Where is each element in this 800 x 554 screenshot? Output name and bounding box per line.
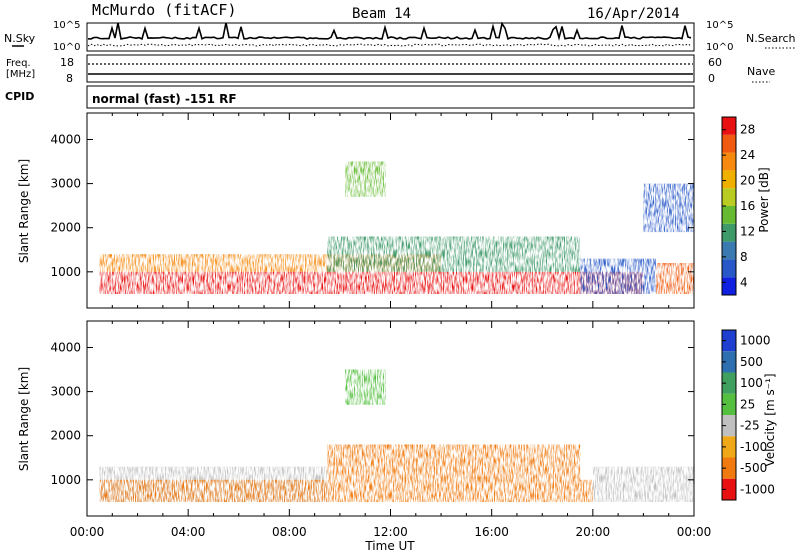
noise-tick-right-2: 10^0 xyxy=(706,42,733,53)
power-colorbar-segment-2 xyxy=(722,259,736,278)
nsearch-label: N.Search xyxy=(746,32,796,45)
velocity-colorbar-segment-8 xyxy=(722,478,736,501)
nave-tick-bottom: 0 xyxy=(708,72,715,85)
velocity-colorbar-frame xyxy=(721,329,737,501)
power-colorbar-segment-3 xyxy=(722,241,736,260)
velocity-cb-label-2: 500 xyxy=(740,355,763,369)
freq-label: Freq. xyxy=(6,58,31,69)
velocity-cb-label-1: 1000 xyxy=(740,334,771,348)
power-heatmap xyxy=(99,161,694,294)
power-cb-label-28: 28 xyxy=(740,123,755,137)
nsky-trace xyxy=(87,21,692,41)
velocity-cb-label-7: -500 xyxy=(740,461,767,475)
power-colorbar-segment-10 xyxy=(722,117,736,135)
velocity-axes: 1000 2000 3000 4000 xyxy=(50,321,695,516)
velocity-colorbar-segment-3 xyxy=(722,372,736,394)
time-tick-label-6: 20:00 xyxy=(576,525,611,539)
y-tick-label-4000: 4000 xyxy=(50,340,81,354)
power-ylabel: Slant Range [km] xyxy=(17,159,31,263)
time-tick-label-7: 00:00 xyxy=(677,525,712,539)
velocity-ylabel: Slant Range [km] xyxy=(17,367,31,471)
velocity-colorbar-segment-5 xyxy=(722,415,736,437)
cpid-panel-frame xyxy=(86,85,695,109)
y-tick-label-3000: 3000 xyxy=(50,177,81,191)
noise-tick-left-2: 10^0 xyxy=(53,42,80,53)
power-cb-label-16: 16 xyxy=(740,199,755,213)
velocity-colorbar-segment-4 xyxy=(722,393,736,416)
time-tick-label-3: 08:00 xyxy=(272,525,307,539)
nave-tick-top: 60 xyxy=(708,56,722,69)
velocity-colorbar-segment-7 xyxy=(722,457,736,479)
velocity-cb-label-8: -1000 xyxy=(740,482,775,496)
y-tick-label-2000: 2000 xyxy=(50,221,81,235)
freq-unit-label: [MHz] xyxy=(6,69,35,80)
y-tick-label-4000: 4000 xyxy=(50,132,81,146)
power-colorbar-label: Power [dB] xyxy=(757,167,771,232)
power-colorbar: 4 8 12 16 20 24 28 xyxy=(721,116,755,296)
backscatter-region-7 xyxy=(643,183,694,233)
power-cb-label-20: 20 xyxy=(740,174,755,188)
freq-tick-bottom: 8 xyxy=(66,72,73,85)
noise-tick-right-1: 10^5 xyxy=(706,20,733,31)
velocity-colorbar-segment-2 xyxy=(722,351,736,373)
velocity-cb-label-6: -100 xyxy=(740,440,767,454)
velocity-colorbar-segment-6 xyxy=(722,436,736,458)
backscatter-region-3 xyxy=(327,444,581,480)
power-cb-label-4: 4 xyxy=(740,275,748,289)
time-axis: 00:00 04:00 08:00 12:00 16:00 20:00 00:00 xyxy=(70,525,712,539)
backscatter-region-5 xyxy=(345,369,386,405)
power-colorbar-segment-9 xyxy=(722,134,736,153)
backscatter-region-1 xyxy=(99,271,644,294)
nave-label: Nave xyxy=(747,65,775,78)
time-tick-label-1: 00:00 xyxy=(70,525,105,539)
time-tick-label-4: 12:00 xyxy=(373,525,408,539)
backscatter-region-5 xyxy=(656,263,694,294)
power-colorbar-segment-1 xyxy=(722,277,736,295)
time-axis-label: Time UT xyxy=(364,539,415,553)
y-tick-label-1000: 1000 xyxy=(50,265,81,279)
nsky-label: N.Sky xyxy=(4,32,36,45)
velocity-cb-label-4: 25 xyxy=(740,397,755,411)
velocity-colorbar-label: Velocity [m s⁻¹] xyxy=(763,373,777,466)
backscatter-region-6 xyxy=(345,161,386,197)
noise-panel-frame xyxy=(86,22,695,52)
velocity-cb-label-3: 100 xyxy=(740,376,763,390)
power-colorbar-segment-8 xyxy=(722,152,736,171)
station-title: McMurdo (fitACF) xyxy=(92,1,237,19)
freq-panel-frame xyxy=(86,54,695,83)
time-tick-label-5: 16:00 xyxy=(474,525,509,539)
power-colorbar-segment-7 xyxy=(722,170,736,189)
velocity-cb-label-5: -25 xyxy=(740,419,760,433)
y-tick-label-1000: 1000 xyxy=(50,473,81,487)
time-tick-label-2: 04:00 xyxy=(171,525,206,539)
velocity-colorbar: 1000 500 100 25 -25 -100 -500 -1000 xyxy=(721,329,775,501)
power-colorbar-segment-4 xyxy=(722,223,736,242)
power-colorbar-segment-6 xyxy=(722,188,736,206)
nsearch-trace xyxy=(87,43,692,47)
power-axes: 1000 2000 3000 4000 xyxy=(50,113,695,308)
freq-tick-top: 18 xyxy=(60,56,74,69)
beam-title: Beam 14 xyxy=(352,6,411,22)
velocity-heatmap xyxy=(99,369,694,502)
velocity-colorbar-segment-1 xyxy=(722,330,736,352)
power-cb-label-24: 24 xyxy=(740,148,755,162)
backscatter-region-4 xyxy=(592,466,694,502)
backscatter-region-4 xyxy=(580,258,657,294)
y-tick-label-2000: 2000 xyxy=(50,429,81,443)
power-cb-label-8: 8 xyxy=(740,250,748,264)
power-colorbar-segment-5 xyxy=(722,206,736,224)
backscatter-region-3 xyxy=(327,236,581,272)
y-tick-label-3000: 3000 xyxy=(50,385,81,399)
noise-tick-left-1: 10^5 xyxy=(53,20,80,31)
power-cb-label-12: 12 xyxy=(740,224,755,238)
date-title: 16/Apr/2014 xyxy=(587,6,680,22)
cpid-label: CPID xyxy=(5,90,34,103)
backscatter-region-2 xyxy=(99,479,593,502)
cpid-text: normal (fast) -151 RF xyxy=(92,92,237,106)
